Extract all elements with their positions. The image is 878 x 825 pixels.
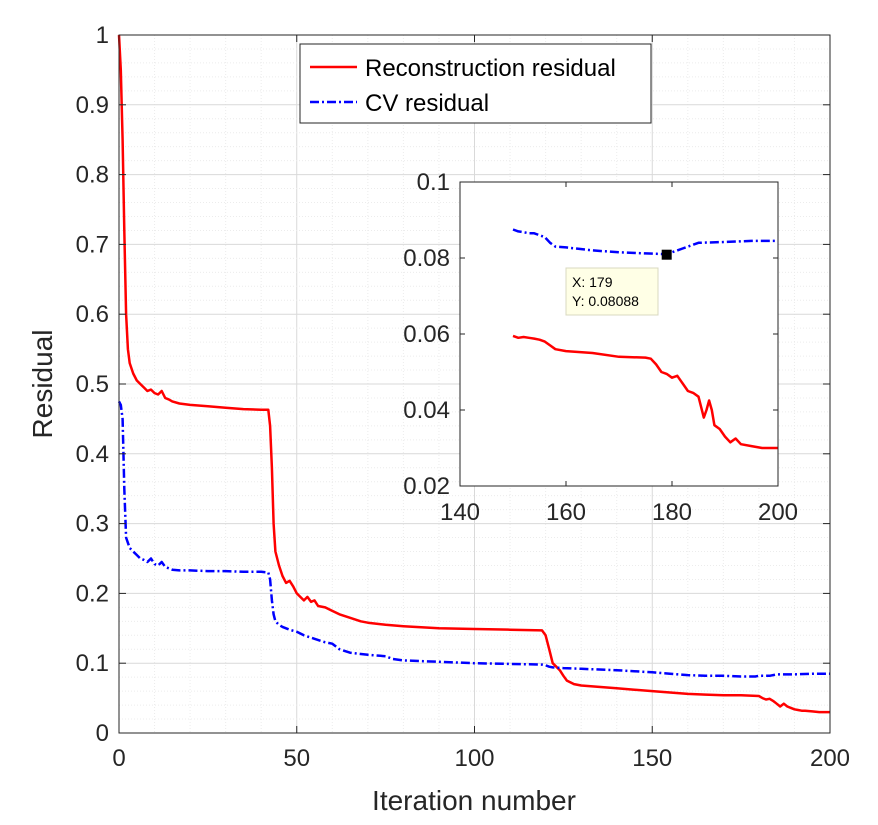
inset-y-tick-label: 0.1 <box>417 169 450 196</box>
x-tick-label: 200 <box>810 745 850 772</box>
y-tick-label: 0.8 <box>76 162 109 189</box>
inset-x-tick-label: 140 <box>440 499 480 526</box>
inset-ticks <box>459 181 779 487</box>
inset-x-tick-label: 200 <box>758 499 798 526</box>
x-tick-label: 100 <box>454 745 494 772</box>
main-y-tick-labels: 0 0.1 0.2 0.3 0.4 0.5 0.6 0.7 0.8 0.9 1 <box>76 22 109 747</box>
y-tick-label: 0.7 <box>76 231 109 258</box>
main-ticks <box>118 34 831 734</box>
legend-label-cv: CV residual <box>365 90 489 117</box>
main-series-group <box>117 34 830 714</box>
inset-plot-area <box>460 182 778 486</box>
inset-y-tick-label: 0.08 <box>403 245 450 272</box>
inset-series-reconstruction-line <box>512 334 778 450</box>
inset-y-tick-label: 0.06 <box>403 321 450 348</box>
legend-box <box>299 43 652 124</box>
inset-axes: 140 160 180 200 0.02 0.04 0.06 0.08 0.1 X: 179 … <box>403 169 798 526</box>
x-tick-label: 50 <box>283 745 310 772</box>
legend-label-reconstruction: Reconstruction residual <box>365 55 616 82</box>
x-tick-label: 150 <box>632 745 672 772</box>
main-series-reconstruction-line <box>117 34 830 714</box>
y-tick-label: 0.4 <box>76 441 109 468</box>
y-tick-label: 0.9 <box>76 92 109 119</box>
data-tip-y: Y: 0.08088 <box>572 293 639 309</box>
y-tick-label: 1 <box>96 22 109 49</box>
inset-series-group <box>512 228 778 450</box>
y-tick-label: 0.1 <box>76 650 109 677</box>
data-tip-x: X: 179 <box>572 274 613 290</box>
y-axis-label: Residual <box>27 330 58 439</box>
data-tip-box <box>565 267 659 316</box>
y-tick-label: 0.3 <box>76 511 109 538</box>
main-series-cv-line <box>117 400 830 678</box>
y-tick-label: 0.2 <box>76 580 109 607</box>
x-axis-label: Iteration number <box>372 785 576 816</box>
inset-x-tick-label: 180 <box>652 499 692 526</box>
data-tip-marker[interactable] <box>661 249 672 260</box>
legend[interactable]: Reconstruction residual CV residual <box>299 43 652 124</box>
data-tip[interactable]: X: 179 Y: 0.08088 <box>565 249 672 316</box>
inset-x-tick-labels: 140 160 180 200 <box>440 499 798 526</box>
y-tick-label: 0.6 <box>76 301 109 328</box>
x-tick-label: 0 <box>112 745 125 772</box>
inset-y-tick-label: 0.02 <box>403 473 450 500</box>
inset-y-tick-label: 0.04 <box>403 397 450 424</box>
inset-series-cv-line <box>512 228 778 256</box>
inset-y-tick-labels: 0.02 0.04 0.06 0.08 0.1 <box>403 169 450 500</box>
y-tick-label: 0 <box>96 720 109 747</box>
y-tick-label: 0.5 <box>76 371 109 398</box>
inset-x-tick-label: 160 <box>546 499 586 526</box>
main-x-tick-labels: 0 50 100 150 200 <box>112 745 850 772</box>
